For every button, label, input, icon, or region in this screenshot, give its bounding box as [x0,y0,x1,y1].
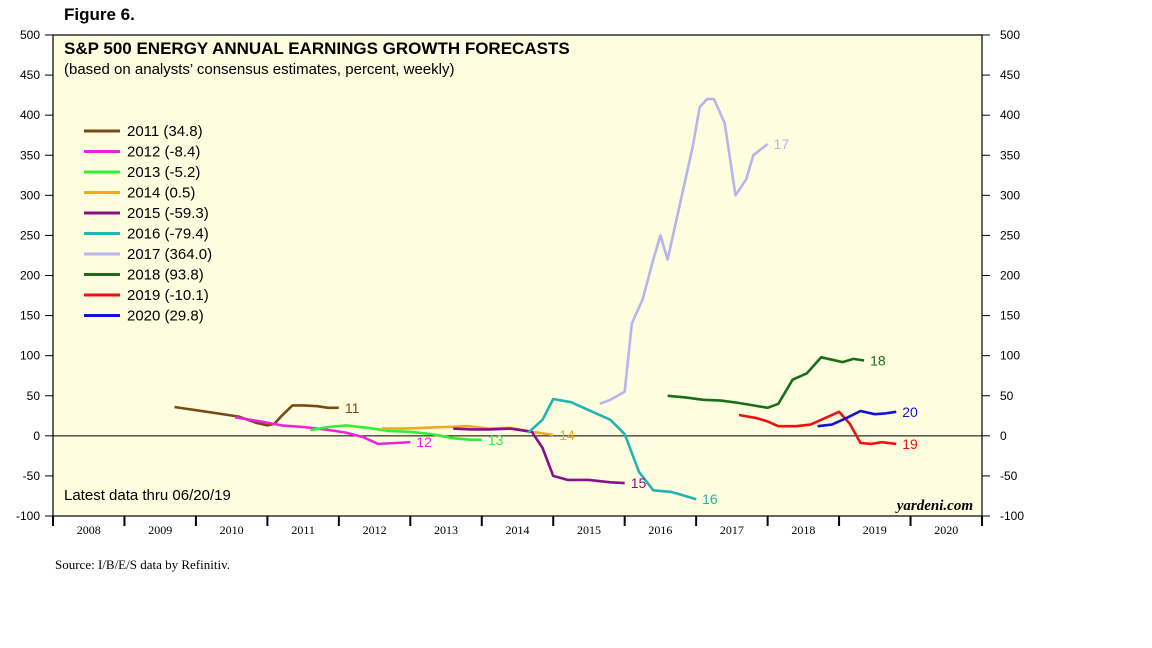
series-end-labels: 11 12 13 14 15 16 17 18 19 20 [345,136,918,507]
y-tick-label-left: 50 [27,389,41,403]
y-tick-label-left: 450 [20,68,40,82]
y-tick-label-left: 200 [20,269,40,283]
x-tick-label: 2020 [934,523,958,537]
legend-label-2012: 2012 (-8.4) [127,144,200,161]
series-line-2012 [234,416,411,446]
y-tick-label-right: 300 [1000,188,1020,202]
legend-label-2014: 2014 (0.5) [127,185,195,202]
y-tick-label-left: -50 [23,469,41,483]
watermark: yardeni.com [895,498,973,514]
legend-label-2013: 2013 (-5.2) [127,164,200,181]
series-line-2017 [599,97,769,406]
series-end-label-2016: 16 [702,491,718,507]
y-tick-label-right: -100 [1000,509,1024,523]
series-line-2013 [310,424,482,442]
y-tick-label-right: 100 [1000,349,1020,363]
y-tick-label-right: 200 [1000,269,1020,283]
y-axis-ticks: -100 -100 -50 -50 0 0 50 50 100 100 150 150 200 200 25… [16,28,1024,523]
series-line-2018 [667,355,865,410]
series-end-label-2012: 12 [416,434,432,450]
series-line-2019 [738,410,897,446]
y-tick-label-left: 100 [20,349,40,363]
source-note: Source: I/B/E/S data by Refinitiv. [55,557,230,572]
y-tick-label-right: 350 [1000,148,1020,162]
legend-label-2019: 2019 (-10.1) [127,287,209,304]
chart-subtitle: (based on analysts’ consensus estimates,… [64,61,454,78]
y-tick-label-right: 500 [1000,28,1020,42]
x-tick-label: 2010 [220,523,244,537]
y-tick-label-left: 300 [20,188,40,202]
y-tick-label-left: 250 [20,228,40,242]
x-tick-label: 2012 [363,523,387,537]
y-tick-label-right: 150 [1000,309,1020,323]
legend-label-2017: 2017 (364.0) [127,246,212,263]
series-end-label-2011: 11 [345,400,360,416]
legend-label-2011: 2011 (34.8) [127,123,203,140]
chart-title: S&P 500 ENERGY ANNUAL EARNINGS GROWTH FO… [64,39,570,58]
x-tick-label: 2014 [506,523,530,537]
series-lines [174,97,897,501]
legend-label-2016: 2016 (-79.4) [127,226,209,243]
series-end-label-2014: 14 [559,427,575,443]
y-tick-label-right: -50 [1000,469,1018,483]
y-tick-label-left: -100 [16,509,40,523]
series-end-label-2015: 15 [631,475,647,491]
legend-label-2015: 2015 (-59.3) [127,205,209,222]
latest-data-note: Latest data thru 06/20/19 [64,487,231,504]
y-tick-label-right: 250 [1000,228,1020,242]
series-end-label-2017: 17 [774,136,790,152]
line-chart: -100 -100 -50 -50 0 0 50 50 100 100 150 150 200 200 25… [16,28,1024,537]
series-end-label-2020: 20 [902,404,918,420]
series-end-label-2019: 19 [902,436,918,452]
y-tick-label-right: 0 [1000,429,1007,443]
legend-label-2018: 2018 (93.8) [127,267,204,284]
figure-label: Figure 6. [64,5,135,24]
x-tick-label: 2011 [291,523,315,537]
series-line-2016 [527,397,697,501]
series-line-2020 [817,409,897,428]
x-tick-label: 2009 [148,523,172,537]
series-line-2015 [453,427,625,485]
y-tick-label-right: 400 [1000,108,1020,122]
x-tick-label: 2017 [720,523,744,537]
series-end-label-2018: 18 [870,352,886,368]
series-end-label-2013: 13 [488,432,504,448]
x-axis-ticks: 2008 2009 2010 2011 2012 2013 2014 2015 2016 2017… [52,516,983,537]
x-tick-label: 2016 [648,523,672,537]
y-tick-label-left: 400 [20,108,40,122]
x-tick-label: 2015 [577,523,601,537]
y-tick-label-right: 450 [1000,68,1020,82]
x-tick-label: 2019 [863,523,887,537]
y-tick-label-right: 50 [1000,389,1014,403]
legend: 2011 (34.8) 2012 (-8.4) 2013 (-5.2) 2014 (0… [84,123,212,325]
x-tick-label: 2018 [791,523,815,537]
x-tick-label: 2013 [434,523,458,537]
y-tick-label-left: 500 [20,28,40,42]
y-tick-label-left: 350 [20,148,40,162]
y-tick-label-left: 0 [33,429,40,443]
y-tick-label-left: 150 [20,309,40,323]
x-tick-label: 2008 [77,523,101,537]
legend-label-2020: 2020 (29.8) [127,308,204,325]
